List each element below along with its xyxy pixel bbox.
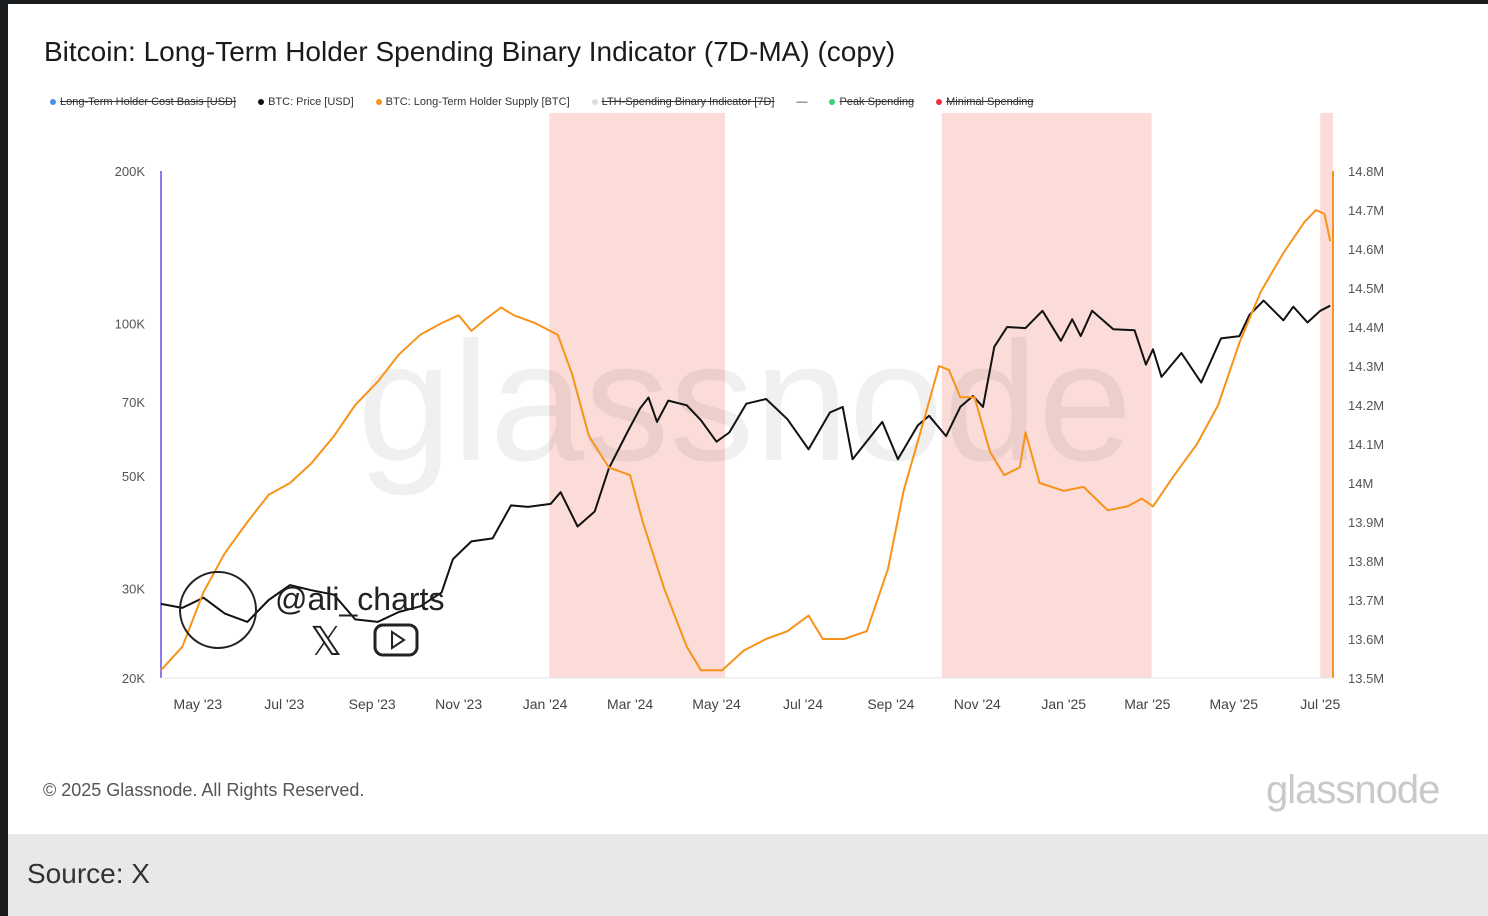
legend-item-lth-supply[interactable]: BTC: Long-Term Holder Supply [BTC]: [375, 96, 570, 108]
legend-item-binary-indicator[interactable]: LTH-Spending Binary Indicator [7D]: [591, 96, 775, 108]
legend-dot: [375, 99, 382, 105]
y-left-tick-label: 200K: [115, 164, 146, 179]
y-right-tick-label: 14.2M: [1348, 398, 1384, 413]
y-left-tick-label: 70K: [122, 395, 145, 410]
legend: Long-Term Holder Cost Basis [USD] BTC: P…: [50, 96, 1034, 108]
x-tick-label: Nov '23: [435, 696, 482, 712]
legend-dot: [829, 99, 836, 105]
y-right-tick-label: 14.7M: [1348, 203, 1384, 218]
legend-label: BTC: Long-Term Holder Supply [BTC]: [385, 96, 570, 108]
x-tick-label: May '23: [174, 696, 223, 712]
legend-dot: [936, 99, 943, 105]
y-right-tick-label: 13.5M: [1348, 671, 1384, 686]
y-right-tick-label: 13.7M: [1348, 593, 1384, 608]
legend-item-minimal-spending[interactable]: Minimal Spending: [936, 96, 1034, 108]
x-tick-label: Sep '23: [349, 696, 396, 712]
y-right-tick-label: 13.6M: [1348, 632, 1384, 647]
x-tick-label: Mar '24: [607, 696, 653, 712]
x-tick-label: Jan '25: [1041, 696, 1086, 712]
y-right-tick-label: 14M: [1348, 476, 1373, 491]
x-logo-icon: 𝕏: [310, 620, 342, 664]
y-right-tick-label: 13.8M: [1348, 554, 1384, 569]
y-right-tick-label: 14.6M: [1348, 242, 1384, 257]
x-tick-label: Nov '24: [954, 696, 1001, 712]
legend-item-btc-price[interactable]: BTC: Price [USD]: [258, 96, 354, 108]
glassnode-logo: glassnode: [1266, 768, 1440, 812]
author-avatar: [179, 571, 257, 649]
legend-label: Minimal Spending: [946, 96, 1034, 108]
legend-item-separator[interactable]: —: [796, 96, 807, 108]
glassnode-watermark: glassnode: [357, 307, 1132, 497]
legend-item-lth-cost-basis[interactable]: Long-Term Holder Cost Basis [USD]: [50, 96, 236, 108]
y-right-tick-label: 13.9M: [1348, 515, 1384, 530]
y-right-tick-label: 14.5M: [1348, 281, 1384, 296]
x-tick-label: May '24: [692, 696, 741, 712]
legend-item-peak-spending[interactable]: Peak Spending: [829, 96, 914, 108]
spending-period-band: [941, 113, 1152, 678]
legend-label: —: [796, 96, 808, 108]
y-left-tick-label: 30K: [122, 582, 145, 597]
youtube-icon: [373, 623, 419, 657]
x-tick-label: Jul '24: [783, 696, 823, 712]
x-tick-label: Jul '25: [1300, 696, 1340, 712]
x-tick-label: Jul '23: [264, 696, 304, 712]
y-right-tick-label: 14.3M: [1348, 359, 1384, 374]
x-tick-label: Jan '24: [523, 696, 568, 712]
source-caption: Source: X: [8, 834, 1488, 916]
legend-label: BTC: Price [USD]: [268, 96, 354, 108]
legend-dot: [591, 99, 598, 105]
y-right-tick-label: 14.1M: [1348, 437, 1384, 452]
chart-plot[interactable]: glassnode 20K 30K 50K 70K 100K 200K 13.5M 13.6M 1…: [0, 0, 1488, 834]
chart-title: Bitcoin: Long-Term Holder Spending Binar…: [44, 36, 896, 67]
spending-period-band: [1320, 113, 1333, 678]
play-icon: [391, 630, 406, 650]
y-left-tick-label: 20K: [122, 671, 145, 686]
y-right-tick-label: 14.4M: [1348, 320, 1384, 335]
legend-dot: [258, 99, 265, 105]
copyright: © 2025 Glassnode. All Rights Reserved.: [43, 780, 365, 800]
y-left-tick-label: 100K: [115, 317, 146, 332]
legend-label: Peak Spending: [839, 96, 915, 108]
y-left-tick-label: 50K: [122, 469, 145, 484]
chart-card: Bitcoin: Long-Term Holder Spending Binar…: [8, 4, 1488, 834]
x-tick-label: Sep '24: [867, 696, 914, 712]
x-tick-label: May '25: [1210, 696, 1259, 712]
legend-label: Long-Term Holder Cost Basis [USD]: [60, 96, 237, 108]
y-right-tick-label: 14.8M: [1348, 164, 1384, 179]
legend-dot: [50, 99, 56, 105]
x-tick-label: Mar '25: [1124, 696, 1170, 712]
legend-label: LTH-Spending Binary Indicator [7D]: [601, 96, 775, 108]
author-watermark: @ali_charts: [275, 581, 444, 617]
